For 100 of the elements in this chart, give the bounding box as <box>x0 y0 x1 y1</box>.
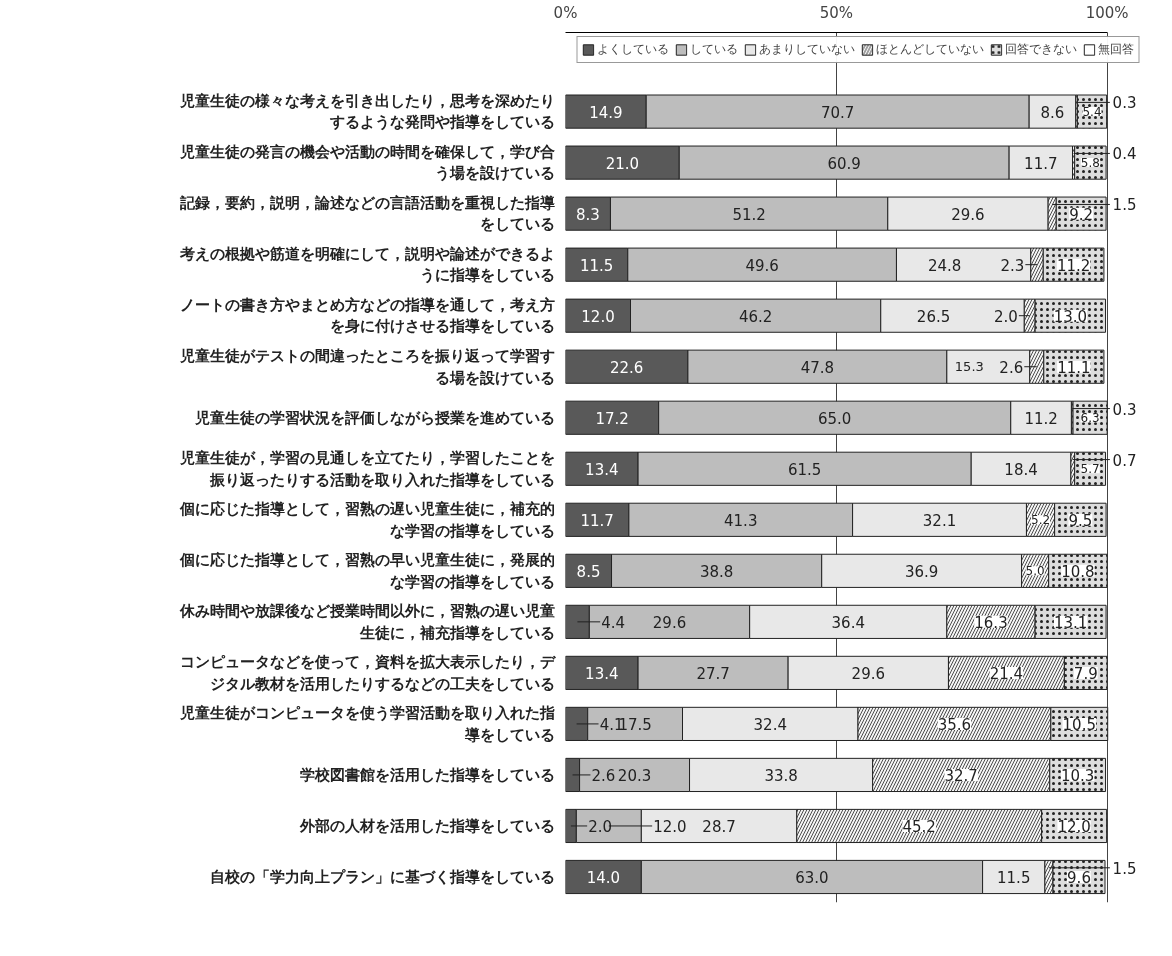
data-label: 51.2 <box>732 205 766 224</box>
y-tick-label: 児童生徒の様々な考えを引き出したり，思考を深めたりするような発問や指導をしている <box>178 91 555 132</box>
x-tick-label: 100% <box>1085 3 1129 22</box>
data-label: 11.5 <box>997 868 1031 887</box>
data-label: 11.2 <box>1056 256 1091 275</box>
data-label: 5.2 <box>1031 513 1051 528</box>
data-label: 60.9 <box>827 154 861 173</box>
data-label: 36.9 <box>904 562 939 581</box>
data-label: 10.8 <box>1061 562 1095 581</box>
legend-label: ほとんどしていない <box>876 41 984 58</box>
data-label: 9.2 <box>1069 205 1094 224</box>
data-label: 29.6 <box>851 664 885 683</box>
data-label: 0.3 <box>1112 400 1137 419</box>
data-label: 17.2 <box>595 409 629 428</box>
data-label: 21.4 <box>989 664 1024 683</box>
data-label: 26.5 <box>916 307 951 326</box>
data-label: 13.1 <box>1053 613 1088 632</box>
data-label: 36.4 <box>831 613 865 632</box>
data-label: 2.0 <box>588 817 613 836</box>
legend-label: あまりしていない <box>759 41 855 58</box>
data-label: 6.3 <box>1080 411 1100 426</box>
y-tick-label: 児童生徒の発言の機会や活動の時間を確保して，学び合う場を設けている <box>178 142 555 183</box>
legend-label: よくしている <box>597 41 669 58</box>
y-tick-label: 個に応じた指導として，習熟の遅い児童生徒に，補充的な学習の指導をしている <box>178 500 555 540</box>
data-label: 10.3 <box>1060 766 1095 785</box>
data-label: 5.0 <box>1025 564 1045 579</box>
legend-label: 回答できない <box>1005 41 1077 58</box>
data-label: 47.8 <box>800 358 835 377</box>
y-tick-label: ノートの書き方やまとめ方などの指導を通して，考え方を身に付けさせる指導をしている <box>179 295 555 336</box>
data-label: 29.6 <box>652 613 687 632</box>
data-label: 0.3 <box>1112 94 1137 113</box>
data-label: 11.2 <box>1024 409 1058 428</box>
data-label: 4.4 <box>601 613 626 632</box>
y-tick-label: コンピュータなどを使って，資料を拡大表示したり，デジタル教材を活用したりするなどの工夫をしている <box>179 653 557 693</box>
data-label: 5.4 <box>1082 105 1102 120</box>
data-label: 1.5 <box>1112 859 1137 878</box>
data-label: 12.0 <box>1057 817 1091 836</box>
data-label: 32.1 <box>922 511 957 530</box>
data-label: 2.6 <box>591 766 616 785</box>
data-label: 21.0 <box>605 154 640 173</box>
data-label: 46.2 <box>738 307 773 326</box>
data-label: 11.5 <box>579 256 614 275</box>
data-label: 8.3 <box>576 205 600 224</box>
y-tick-label: 児童生徒がテストの間違ったところを振り返って学習する場を設けている <box>178 346 555 387</box>
data-label: 15.3 <box>954 359 984 375</box>
data-label: 49.6 <box>745 256 779 275</box>
y-tick-label: 自校の「学力向上プラン」に基づく指導をしている <box>209 867 555 886</box>
data-label: 13.4 <box>585 664 619 683</box>
data-label: 2.0 <box>993 307 1018 326</box>
y-tick-label: 休み時間や放課後など授業時間以外に，習熟の遅い児童生徒に，補充指導をしている <box>178 602 555 642</box>
data-label: 8.6 <box>1040 103 1065 122</box>
data-label: 12.0 <box>653 817 687 836</box>
data-label: 7.9 <box>1073 664 1098 683</box>
data-label: 24.8 <box>927 256 962 275</box>
data-label: 13.4 <box>585 460 619 479</box>
data-label: 16.3 <box>974 613 1008 632</box>
data-label: 63.0 <box>795 868 829 887</box>
data-label: 10.5 <box>1062 715 1096 734</box>
data-label: 0.7 <box>1112 451 1137 470</box>
y-tick-label: 児童生徒の学習状況を評価しながら授業を進めている <box>193 408 555 427</box>
y-tick-label: 学校図書館を活用した指導をしている <box>299 765 555 784</box>
legend-label: 無回答 <box>1098 41 1134 58</box>
data-label: 8.5 <box>576 562 601 581</box>
data-label: 20.3 <box>617 766 652 785</box>
data-label: 2.3 <box>1000 256 1025 275</box>
data-label: 5.8 <box>1080 156 1100 171</box>
data-label: 65.0 <box>818 409 852 428</box>
y-tick-label: 記録，要約，説明，論述などの言語活動を重視した指導をしている <box>178 193 555 234</box>
data-label: 2.6 <box>999 358 1024 377</box>
data-label: 35.6 <box>937 715 972 734</box>
y-tick-label: 個に応じた指導として，習熟の早い児童生徒に，発展的な学習の指導をしている <box>178 551 555 591</box>
data-label: 29.6 <box>951 205 985 224</box>
data-label: 11.1 <box>1057 358 1091 377</box>
legend-label: している <box>690 41 738 58</box>
x-tick-label: 50% <box>819 3 854 22</box>
data-label: 45.2 <box>902 817 936 836</box>
data-label: 14.9 <box>589 103 623 122</box>
data-label: 28.7 <box>702 817 736 836</box>
data-label: 5.7 <box>1080 462 1100 477</box>
y-tick-label: 外部の人材を活用した指導をしている <box>298 816 555 835</box>
x-tick-label: 0% <box>553 3 578 22</box>
data-label: 1.5 <box>1112 196 1137 215</box>
data-label: 22.6 <box>610 358 644 377</box>
data-label: 32.7 <box>944 766 978 785</box>
data-label: 14.0 <box>586 868 621 887</box>
data-label: 41.3 <box>724 511 758 530</box>
y-tick-label: 児童生徒がコンピュータを使う学習活動を取り入れた指導をしている <box>178 704 555 744</box>
data-label: 33.8 <box>764 766 798 785</box>
data-label: 18.4 <box>1004 460 1038 479</box>
data-label: 9.6 <box>1067 868 1091 887</box>
data-label: 70.7 <box>820 103 855 122</box>
y-tick-label: 考えの根拠や筋道を明確にして，説明や論述ができるように指導をしている <box>178 244 555 285</box>
data-label: 11.7 <box>1024 154 1058 173</box>
y-tick-label: 児童生徒が，学習の見通しを立てたり，学習したことを振り返ったりする活動を取り入れた指導をしている <box>178 448 555 489</box>
data-label: 61.5 <box>787 460 822 479</box>
data-label: 12.0 <box>581 307 615 326</box>
data-label: 0.4 <box>1112 145 1137 164</box>
data-label: 11.7 <box>580 511 614 530</box>
data-label: 27.7 <box>696 664 730 683</box>
data-label: 9.5 <box>1068 511 1093 530</box>
